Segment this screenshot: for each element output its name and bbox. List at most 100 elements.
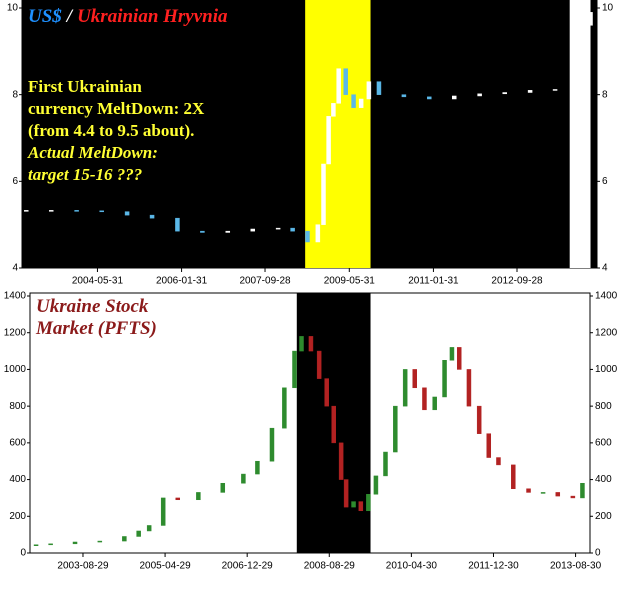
candle-body <box>136 530 141 537</box>
candle-body <box>466 369 472 407</box>
candle-body <box>422 387 427 411</box>
x-tick-label: 2003-08-29 <box>57 561 109 572</box>
chart-title: US$ / Ukrainian Hryvnia <box>28 6 228 27</box>
candle-body <box>449 347 455 361</box>
candle-body <box>241 473 246 484</box>
candle-body <box>366 81 372 100</box>
candle-body <box>324 378 329 407</box>
candle-body <box>292 350 297 389</box>
candle-body <box>570 495 576 499</box>
candle-body <box>486 433 492 458</box>
x-tick-label: 2005-04-29 <box>140 561 192 572</box>
candle-body <box>316 350 322 379</box>
candle-body <box>526 488 531 493</box>
candle-body <box>74 210 79 212</box>
candle-body <box>358 501 364 512</box>
candle-body <box>442 360 447 398</box>
y-tick-label: 800 <box>9 401 26 412</box>
candle-body <box>72 541 78 545</box>
candle-body <box>175 497 181 501</box>
title-part: Ukraine Stock <box>36 296 149 317</box>
candle-body <box>476 405 482 434</box>
x-tick-label: 2009-05-31 <box>324 276 376 287</box>
candle-body <box>511 464 516 489</box>
candle-body <box>255 460 260 475</box>
y-tick-label: 400 <box>9 474 26 485</box>
candle-body <box>552 89 558 91</box>
y-tick-label-right: 400 <box>595 474 612 485</box>
y-tick-label-right: 8 <box>602 89 608 100</box>
candle-body <box>146 525 152 532</box>
candle-body <box>175 217 180 232</box>
title-part: Ukrainian Hryvnia <box>77 6 228 27</box>
candle-body <box>588 12 593 26</box>
candle-body <box>373 475 379 495</box>
candle-body <box>149 214 155 219</box>
x-tick-label: 2010-04-30 <box>386 561 438 572</box>
candle-body <box>496 457 501 466</box>
candle-body <box>338 442 344 480</box>
candle-body <box>99 210 104 213</box>
candle-body <box>282 387 287 429</box>
candle-body <box>220 482 226 493</box>
candle-body <box>24 210 29 212</box>
y-tick-label: 1400 <box>4 291 27 302</box>
candle-body <box>308 336 314 352</box>
candle-body <box>351 501 356 508</box>
candle-body <box>402 369 408 407</box>
y-tick-label: 8 <box>12 89 18 100</box>
title-part: / <box>65 6 74 27</box>
y-tick-label-right: 10 <box>602 3 614 14</box>
candle-body <box>336 68 341 104</box>
candle-body <box>376 81 382 95</box>
x-tick-label: 2008-08-29 <box>304 561 356 572</box>
candle-body <box>160 497 166 526</box>
candle-body <box>427 96 432 100</box>
y-tick-label-right: 1000 <box>595 364 618 375</box>
candle-body <box>383 451 388 477</box>
y-tick-label: 0 <box>20 548 26 559</box>
highlight-band <box>305 0 371 268</box>
candle-body <box>527 90 533 93</box>
y-tick-label-right: 0 <box>595 548 601 559</box>
candle-body <box>555 492 561 497</box>
annotation-line: (from 4.4 to 9.5 about). <box>28 121 194 140</box>
y-tick-label-right: 800 <box>595 401 612 412</box>
y-tick-label: 6 <box>12 176 18 187</box>
candle-body <box>122 536 127 542</box>
candle-body <box>315 224 321 243</box>
candle-body <box>331 103 336 117</box>
candle-body <box>33 544 39 546</box>
candle-body <box>326 116 331 165</box>
candle-body <box>48 210 54 212</box>
annotation-line: Actual MeltDown: <box>27 143 158 162</box>
highlight-band <box>569 0 591 268</box>
candle-body <box>331 405 336 444</box>
candle-body <box>124 211 130 216</box>
y-tick-label: 1000 <box>4 364 27 375</box>
x-tick-label: 2004-05-31 <box>72 276 124 287</box>
y-tick-label-right: 6 <box>602 176 608 187</box>
x-tick-label: 2012-09-28 <box>491 276 543 287</box>
candle-body <box>351 94 356 108</box>
y-tick-label: 1200 <box>4 327 27 338</box>
chart-title: Ukraine Stock Market (PFTS) <box>35 296 157 339</box>
candle-body <box>412 369 417 389</box>
annotation-line: currency MeltDown: 2X <box>28 99 205 118</box>
title-part: US$ <box>28 6 62 27</box>
y-tick-label-right: 200 <box>595 511 612 522</box>
x-tick-label: 2006-01-31 <box>156 276 208 287</box>
candle-body <box>393 405 398 453</box>
candle-body <box>275 227 281 230</box>
y-tick-label-right: 1400 <box>595 291 618 302</box>
candle-body <box>477 93 482 97</box>
candle-body <box>269 427 275 462</box>
candle-body <box>321 163 326 225</box>
candle-body <box>299 336 304 352</box>
title-part: Market (PFTS) <box>35 318 157 339</box>
candle-body <box>358 98 364 108</box>
annotation-line: target 15-16 ??? <box>28 165 142 184</box>
y-tick-label-right: 4 <box>602 263 608 274</box>
